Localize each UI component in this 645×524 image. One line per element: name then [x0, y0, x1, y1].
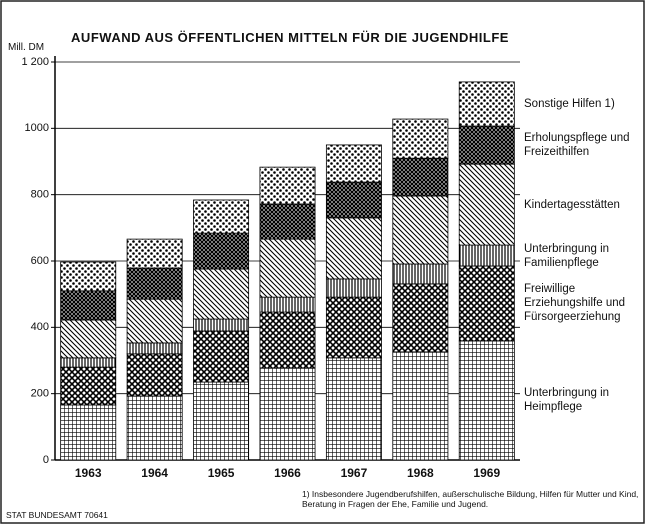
- bar-segment: [60, 357, 117, 368]
- bar-segment: [126, 298, 183, 344]
- bar-segment: [392, 195, 449, 265]
- bar-segment: [193, 318, 250, 332]
- bar-segment: [193, 381, 250, 461]
- x-tick-label: 1965: [208, 466, 235, 480]
- bar-segment: [392, 157, 449, 197]
- x-tick-label: 1963: [75, 466, 102, 480]
- x-tick-label: 1964: [141, 466, 168, 480]
- legend-label: Sonstige Hilfen 1): [524, 97, 615, 110]
- bar-segment: [325, 144, 382, 183]
- bar-segment: [126, 353, 183, 397]
- bar-segment: [193, 199, 250, 234]
- bar-segment: [259, 166, 316, 205]
- bar-segment: [259, 296, 316, 313]
- bar-segment: [193, 330, 250, 383]
- bar-segment: [259, 238, 316, 298]
- bar-segment: [126, 395, 183, 461]
- legend-label: Freiwillige Erziehungshilfe und Fürsorge…: [524, 283, 626, 324]
- bar-segment: [126, 267, 183, 300]
- bar-segment: [60, 261, 117, 292]
- y-tick-label: 400: [31, 321, 49, 333]
- legend-label: Unterbringung in Heimpflege: [524, 387, 610, 414]
- bar-segment: [458, 125, 515, 165]
- x-tick-label: 1966: [274, 466, 301, 480]
- bar-segment: [60, 404, 117, 461]
- x-tick-label: 1967: [341, 466, 368, 480]
- bar-segment: [60, 319, 117, 359]
- bar-segment: [60, 290, 117, 321]
- bar-segment: [259, 203, 316, 240]
- bar-segment: [458, 340, 515, 461]
- source: STAT BUNDESAMT 70641: [6, 510, 108, 520]
- bar-segment: [193, 232, 250, 270]
- legend-label: Unterbringung in Familienpflege: [524, 242, 610, 269]
- chart-title: AUFWAND AUS ÖFFENTLICHEN MITTELN FÜR DIE…: [71, 30, 509, 45]
- bar-segment: [392, 351, 449, 461]
- bar-segment: [458, 265, 515, 342]
- bar-segment: [325, 357, 382, 461]
- bar-segment: [392, 283, 449, 353]
- bar-segment: [392, 263, 449, 285]
- bar-segment: [325, 296, 382, 359]
- legend-label: Kindertagesstätten: [524, 198, 620, 211]
- y-axis-label: Mill. DM: [8, 42, 45, 53]
- legend-label: Erholungspflege und Freizeithilfen: [524, 132, 630, 159]
- footnote: 1) Insbesondere Jugendberufshilfen, auße…: [302, 489, 639, 509]
- bar-segment: [458, 244, 515, 267]
- y-tick-label: 200: [31, 388, 49, 400]
- bar-segment: [259, 311, 316, 369]
- bar-segment: [458, 81, 515, 127]
- bar-segment: [325, 217, 382, 280]
- y-tick-label: 800: [31, 189, 49, 201]
- bar-segment: [458, 163, 515, 246]
- x-tick-label: 1968: [407, 466, 434, 480]
- y-tick-label: 1000: [25, 122, 49, 134]
- y-tick-label: 1 200: [21, 56, 49, 68]
- bar-segment: [126, 342, 183, 355]
- bar-segment: [325, 181, 382, 219]
- bar-segment: [392, 118, 449, 159]
- y-tick-label: 600: [31, 255, 49, 267]
- bar-segment: [325, 278, 382, 298]
- y-tick-label: 0: [43, 454, 49, 466]
- bar-segment: [193, 268, 250, 320]
- bar-segment: [60, 366, 117, 406]
- x-tick-label: 1969: [473, 466, 500, 480]
- bar-segment: [259, 367, 316, 461]
- bar-segment: [126, 238, 183, 269]
